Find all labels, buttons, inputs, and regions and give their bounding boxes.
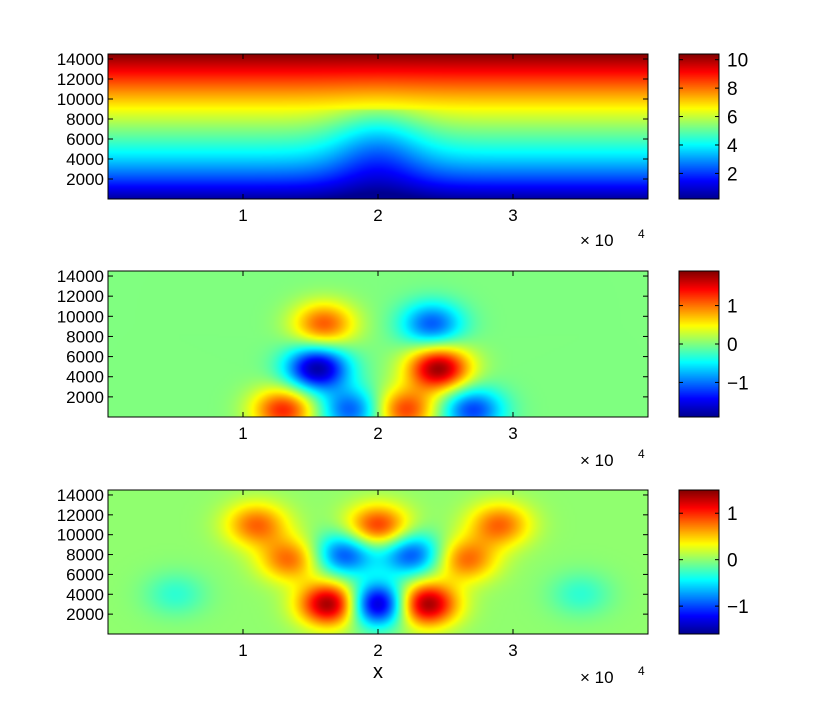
colorbar-tick-label: −1 xyxy=(727,597,749,618)
y-tick-label: 2000 xyxy=(66,605,104,624)
heatmap-image xyxy=(108,271,648,417)
x-tick-label: 2 xyxy=(373,641,382,660)
colorbar-tick-label: 0 xyxy=(727,335,738,356)
y-tick-label: 4000 xyxy=(66,368,104,387)
heatmap-image xyxy=(108,490,648,634)
x-tick-label: 2 xyxy=(373,424,382,443)
x-tick-label: 3 xyxy=(508,206,517,225)
colorbar-tick-label: −1 xyxy=(727,373,749,394)
y-tick-label: 6000 xyxy=(66,348,104,367)
x-axis-multiplier-exponent: 4 xyxy=(638,447,645,461)
colorbar-frame xyxy=(678,53,720,200)
x-axis-multiplier-exponent: 4 xyxy=(638,664,645,678)
colorbar-tick-label: 2 xyxy=(727,164,738,185)
colorbar-tick-label: 1 xyxy=(727,504,738,525)
x-axis-multiplier: × 10 xyxy=(580,451,614,470)
x-tick-label: 1 xyxy=(238,206,247,225)
colorbar-image xyxy=(679,490,719,634)
colorbar-tick-label: 0 xyxy=(727,551,738,572)
heatmap-image xyxy=(108,54,648,199)
y-tick-label: 2000 xyxy=(66,388,104,407)
y-tick-label: 12000 xyxy=(57,506,104,525)
y-tick-label: 4000 xyxy=(66,150,104,169)
x-axis-multiplier: × 10 xyxy=(580,231,614,250)
y-tick-label: 12000 xyxy=(57,70,104,89)
x-axis-multiplier-exponent: 4 xyxy=(638,227,645,241)
y-tick-label: 2000 xyxy=(66,170,104,189)
x-axis-multiplier: × 10 xyxy=(580,668,614,687)
x-tick-label: 2 xyxy=(373,206,382,225)
colorbar-tick-label: 6 xyxy=(727,108,738,129)
colorbar-tick-label: 1 xyxy=(727,297,738,318)
y-tick-label: 4000 xyxy=(66,585,104,604)
x-tick-label: 1 xyxy=(238,641,247,660)
x-tick-label: 3 xyxy=(508,424,517,443)
y-tick-label: 14000 xyxy=(57,486,104,505)
y-tick-label: 10000 xyxy=(57,90,104,109)
y-tick-label: 8000 xyxy=(66,327,104,346)
y-tick-label: 14000 xyxy=(57,50,104,69)
y-tick-label: 14000 xyxy=(57,267,104,286)
x-tick-label: 3 xyxy=(508,641,517,660)
colorbar-image xyxy=(679,271,719,417)
x-tick-label: 1 xyxy=(238,424,247,443)
colorbar-image xyxy=(679,54,719,199)
y-tick-label: 6000 xyxy=(66,565,104,584)
y-tick-label: 10000 xyxy=(57,307,104,326)
y-tick-label: 8000 xyxy=(66,546,104,565)
x-axis-label: x xyxy=(373,661,383,683)
y-tick-label: 6000 xyxy=(66,130,104,149)
y-tick-label: 10000 xyxy=(57,526,104,545)
colorbar-tick-label: 4 xyxy=(727,136,738,157)
colorbar-tick-label: 10 xyxy=(727,51,748,72)
y-tick-label: 8000 xyxy=(66,110,104,129)
colorbar-frame xyxy=(678,489,720,635)
colorbar-tick-label: 8 xyxy=(727,79,738,100)
y-tick-label: 12000 xyxy=(57,287,104,306)
